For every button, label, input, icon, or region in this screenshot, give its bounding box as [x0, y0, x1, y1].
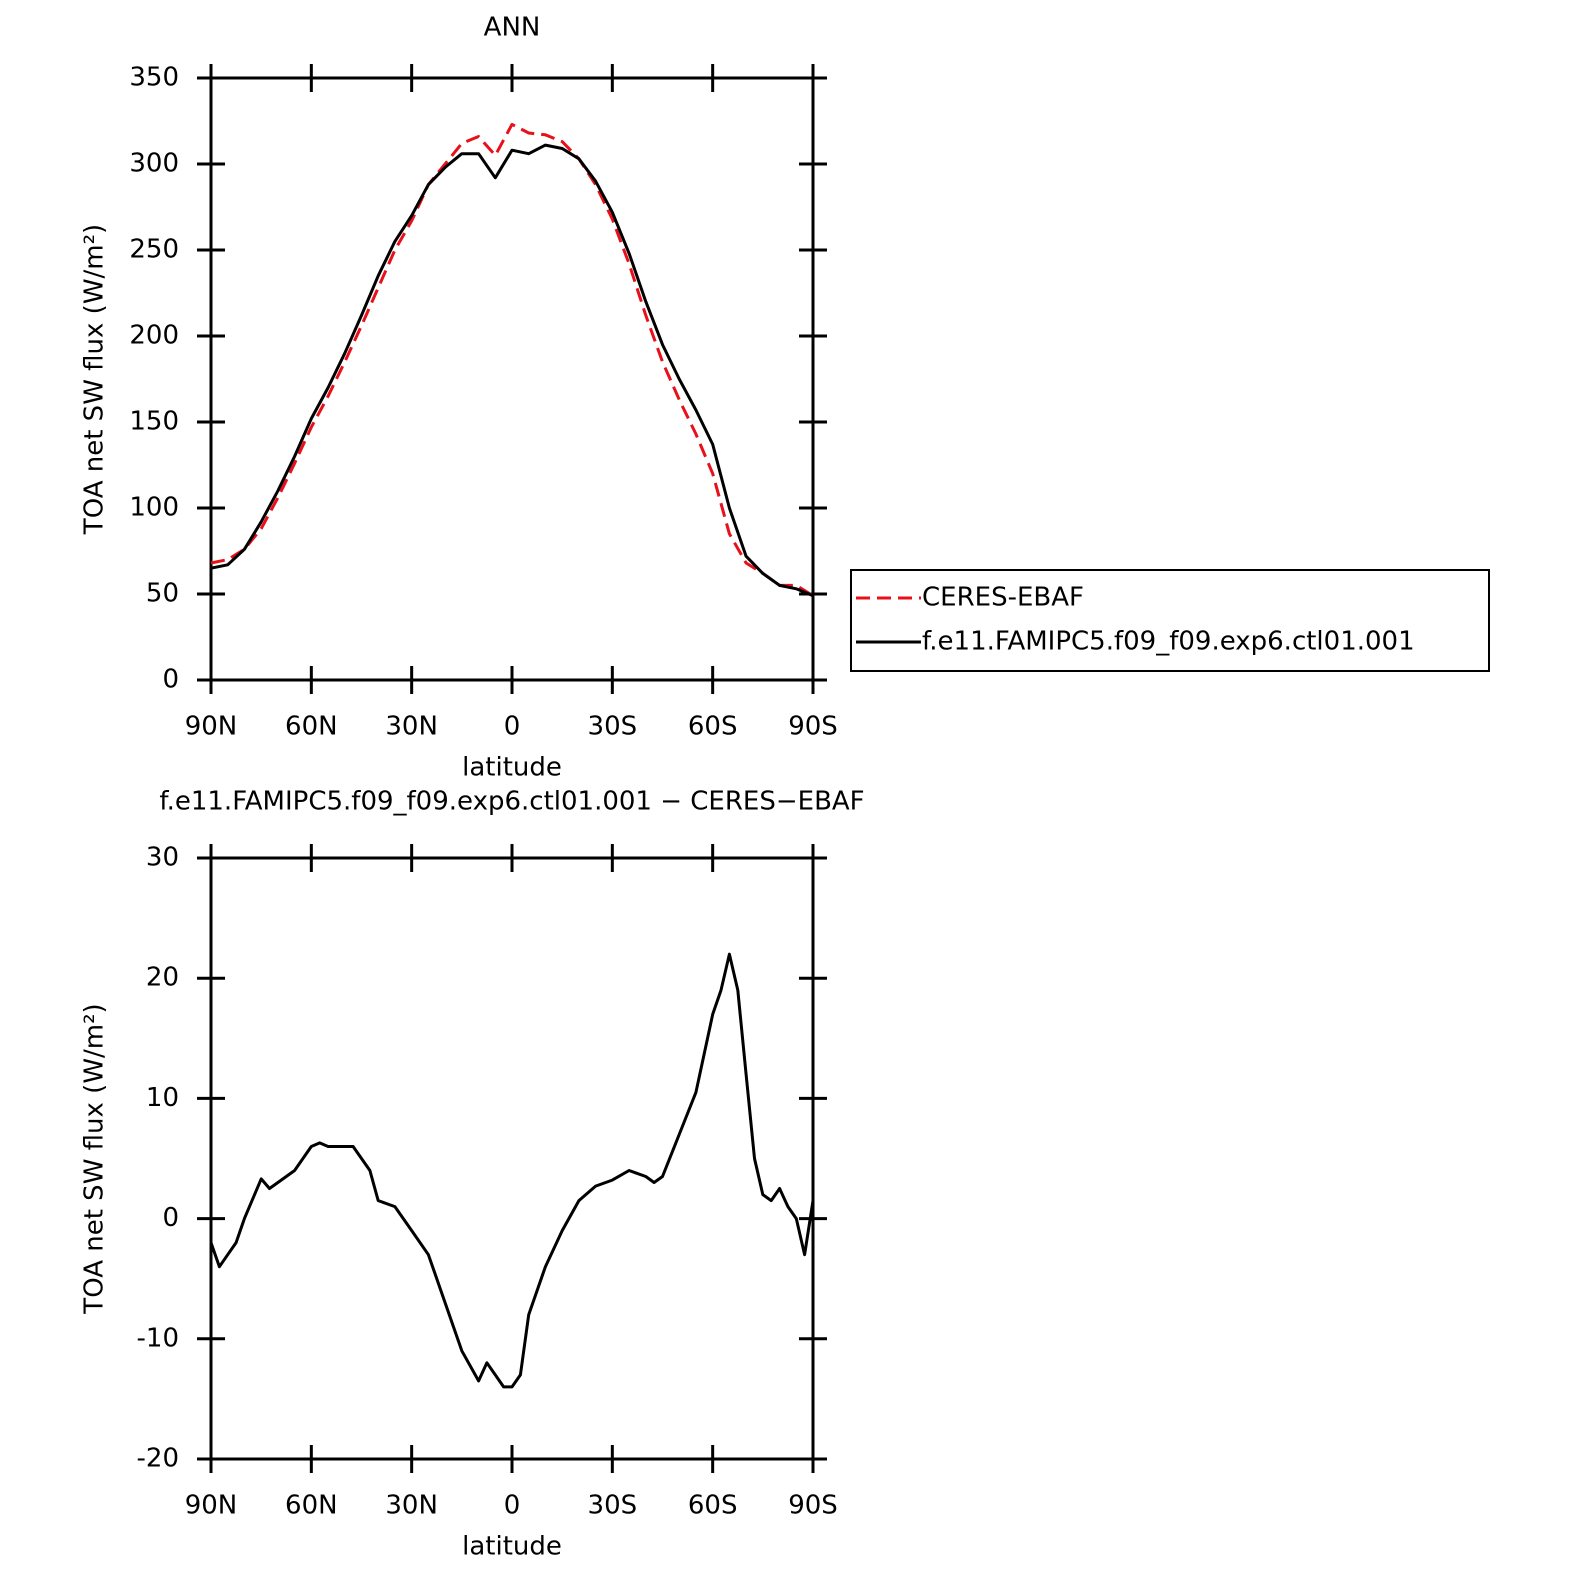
x-tick-label: 60N: [285, 1491, 338, 1521]
line-series: [209, 952, 815, 1389]
line-series: [210, 122, 814, 597]
x-axis-label: latitude: [462, 1532, 562, 1562]
x-tick-label: 90N: [185, 712, 238, 742]
x-tick-label: 60N: [285, 712, 338, 742]
y-tick-label: 10: [146, 1083, 179, 1113]
line-series: [210, 143, 814, 598]
x-axis-label: latitude: [462, 753, 562, 783]
x-tick-label: 60S: [688, 712, 738, 742]
x-tick-label: 90N: [185, 1491, 238, 1521]
y-tick-label: 350: [129, 63, 179, 93]
y-tick-label: 300: [129, 149, 179, 179]
y-tick-label: 250: [129, 235, 179, 265]
y-tick-label: 0: [162, 1203, 179, 1233]
y-tick-label: 30: [146, 843, 179, 873]
legend-label: CERES-EBAF: [922, 583, 1084, 613]
y-axis-label: TOA net SW flux (W/m²): [80, 224, 110, 535]
legend-label: f.e11.FAMIPC5.f09_f09.exp6.ctl01.001: [922, 627, 1415, 657]
y-tick-label: 20: [146, 963, 179, 993]
x-tick-label: 30S: [588, 1491, 638, 1521]
y-tick-label: 0: [162, 665, 179, 695]
x-tick-label: 0: [504, 712, 521, 742]
y-axis-label: TOA net SW flux (W/m²): [80, 1003, 110, 1314]
y-tick-label: 150: [129, 407, 179, 437]
chart-title: ANN: [484, 13, 541, 43]
x-tick-label: 30N: [385, 712, 438, 742]
y-tick-label: 50: [146, 579, 179, 609]
x-tick-label: 60S: [688, 1491, 738, 1521]
legend-box: [850, 569, 1490, 672]
x-tick-label: 30N: [385, 1491, 438, 1521]
y-tick-label: -10: [137, 1323, 179, 1353]
y-tick-label: 100: [129, 493, 179, 523]
x-tick-label: 90S: [788, 712, 838, 742]
x-tick-label: 0: [504, 1491, 521, 1521]
x-tick-label: 30S: [588, 712, 638, 742]
y-tick-label: -20: [137, 1444, 179, 1474]
plot-frame: [209, 76, 815, 682]
x-tick-label: 90S: [788, 1491, 838, 1521]
y-tick-label: 200: [129, 321, 179, 351]
chart-title: f.e11.FAMIPC5.f09_f09.exp6.ctl01.001 − C…: [159, 787, 864, 817]
